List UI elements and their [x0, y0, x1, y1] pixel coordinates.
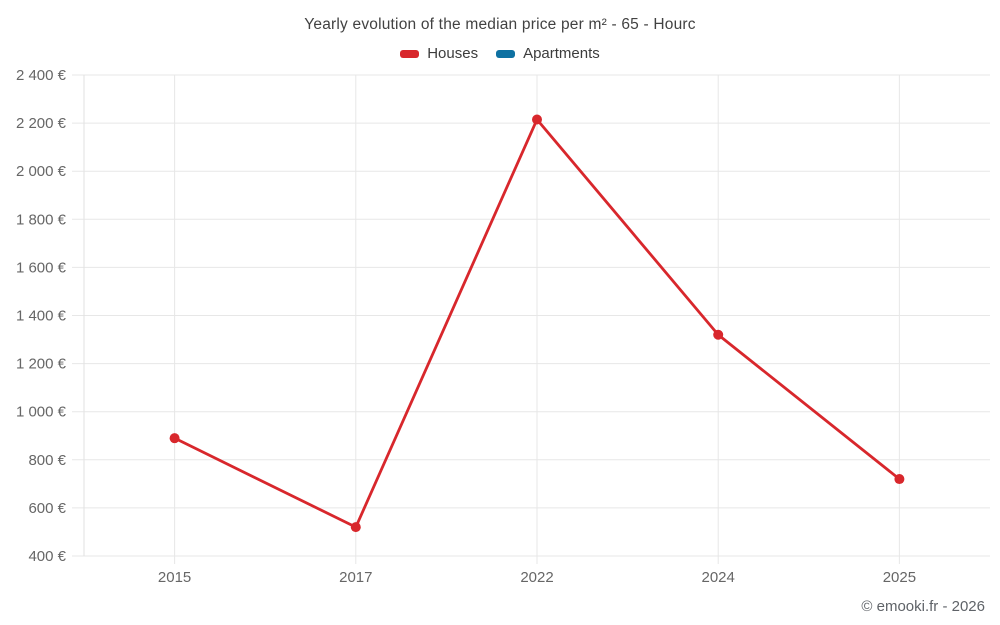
y-axis-tick-label: 800 € [28, 452, 66, 469]
legend-item-houses[interactable]: Houses [400, 45, 478, 62]
legend-item-label: Apartments [523, 45, 600, 62]
x-axis-tick-label: 2022 [520, 569, 553, 586]
x-axis-tick-label: 2024 [702, 569, 735, 586]
legend-item-label: Houses [427, 45, 479, 62]
chart-title: Yearly evolution of the median price per… [304, 16, 696, 33]
legend-item-apartments[interactable]: Apartments [496, 45, 600, 62]
y-axis-tick-label: 2 200 € [16, 115, 67, 132]
data-point-houses-2025[interactable] [894, 474, 905, 485]
x-axis-tick-label: 2015 [158, 569, 191, 586]
chart-legend: Houses Apartments [0, 45, 1000, 62]
attribution-text: © emooki.fr - 2026 [861, 598, 985, 615]
x-axis-tick-label: 2025 [883, 569, 916, 586]
y-axis-tick-label: 2 400 € [16, 67, 67, 84]
y-axis-tick-label: 1 600 € [16, 259, 67, 276]
data-point-houses-2024[interactable] [713, 329, 724, 340]
houses-legend-swatch-icon [400, 49, 420, 58]
data-point-houses-2015[interactable] [169, 433, 180, 444]
apartments-legend-swatch-icon [496, 49, 516, 58]
data-point-houses-2022[interactable] [532, 114, 542, 125]
x-axis-tick-label: 2017 [339, 569, 372, 586]
y-axis-tick-label: 1 200 € [16, 356, 67, 373]
y-axis-tick-label: 1 800 € [16, 211, 67, 228]
y-axis-tick-label: 600 € [28, 500, 66, 517]
y-axis-tick-label: 1 400 € [16, 308, 67, 325]
y-axis-tick-label: 1 000 € [16, 404, 67, 421]
y-axis-tick-label: 400 € [28, 548, 66, 565]
data-point-houses-2017[interactable] [350, 522, 361, 533]
y-axis-tick-label: 2 000 € [16, 163, 67, 180]
